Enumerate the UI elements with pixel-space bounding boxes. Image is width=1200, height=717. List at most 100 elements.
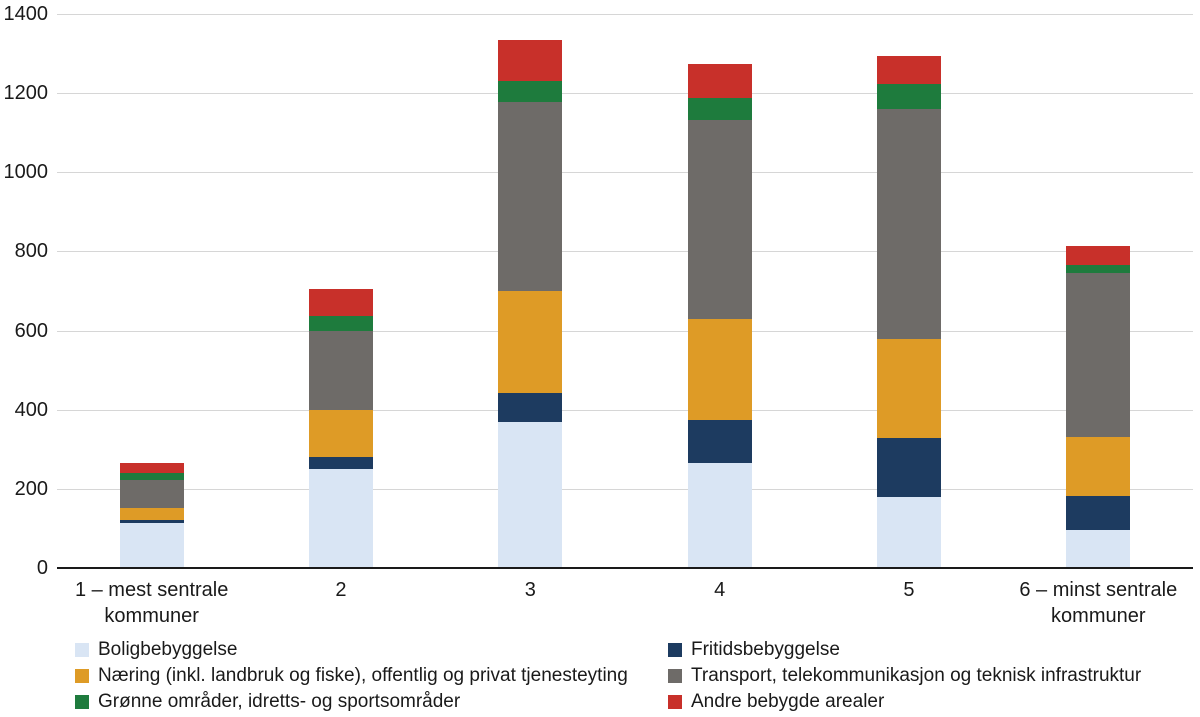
bar-segment [119, 472, 184, 480]
legend-label: Andre bebygde arealer [691, 691, 885, 712]
bar-segment [687, 120, 752, 319]
legend-label: Transport, telekommunikasjon og teknisk … [691, 665, 1142, 686]
bar-segment [1066, 530, 1131, 568]
legend-label: Fritidsbebyggelse [691, 639, 840, 660]
legend-item: Næring (inkl. landbruk og fiske), offent… [75, 663, 628, 689]
x-tick-label: 3 [436, 577, 625, 629]
bars-container [57, 14, 1193, 568]
bar-segment [498, 39, 563, 81]
bar-segment [498, 102, 563, 292]
gridline [57, 14, 1193, 15]
y-axis: 0 200 400 600 800 1000 1200 1400 [0, 4, 49, 578]
bar-segment [876, 496, 941, 568]
bar-slot [57, 14, 246, 568]
y-tick-label: 800 [14, 240, 48, 263]
bar-segment [876, 84, 941, 109]
bar-segment [876, 438, 941, 497]
legend-item: Boligbebyggelse [75, 637, 628, 663]
legend-item: Andre bebygde arealer [668, 689, 1141, 715]
x-tick-label: 5 [814, 577, 1003, 629]
bar-segment [308, 315, 373, 331]
x-axis-line [57, 567, 1193, 569]
bar-2 [308, 289, 373, 568]
x-tick-label: 4 [625, 577, 814, 629]
bar-slot [1004, 14, 1193, 568]
legend-swatch [75, 669, 89, 683]
bar-segment [687, 463, 752, 568]
y-tick-label: 0 [36, 557, 48, 579]
bar-3 [498, 39, 563, 568]
legend-swatch [668, 643, 682, 657]
x-tick-label-text: 6 – minst sentrale kommuner [1019, 579, 1178, 627]
x-tick-label-text: 4 [714, 579, 726, 601]
gridline [57, 409, 1193, 411]
gridline [57, 251, 1193, 253]
bar-segment [1066, 437, 1131, 496]
gridline [57, 93, 1193, 95]
bar-segment [308, 457, 373, 470]
x-tick-label-text: 5 [903, 579, 915, 601]
bar-segment [876, 339, 941, 439]
bar-6 [1066, 246, 1131, 568]
x-tick-label: 2 [246, 577, 435, 629]
legend-swatch [75, 695, 89, 709]
legend-item: Transport, telekommunikasjon og teknisk … [668, 663, 1141, 689]
x-axis: 1 – mest sentrale kommuner 2 3 4 5 6 – minst … [57, 577, 1193, 629]
bar-segment [119, 479, 184, 509]
bar-segment [687, 419, 752, 464]
bar-segment [1066, 265, 1131, 274]
y-tick-label: 1000 [3, 161, 49, 184]
x-tick-label-text: 1 – mest sentrale kommuner [74, 579, 229, 627]
legend: Boligbebyggelse Næring (inkl. landbruk og… [75, 637, 1185, 717]
bar-segment [119, 508, 184, 521]
bar-slot [625, 14, 814, 568]
y-tick-label: 200 [14, 477, 48, 500]
bar-segment [687, 318, 752, 420]
legend-label: Næring (inkl. landbruk og fiske), offent… [98, 665, 628, 686]
y-tick-label: 1400 [3, 3, 49, 25]
bar-segment [498, 392, 563, 422]
bar-segment [308, 469, 373, 568]
legend-item: Fritidsbebyggelse [668, 637, 1141, 663]
x-tick-label: 6 – minst sentrale kommuner [1004, 577, 1193, 629]
legend-label: Grønne områder, idretts- og sportsområde… [98, 691, 461, 712]
legend-item: Grønne områder, idretts- og sportsområde… [75, 689, 628, 715]
y-tick-label: 600 [14, 319, 48, 342]
bar-segment [687, 98, 752, 121]
bar-segment [1066, 273, 1131, 438]
gridline [57, 172, 1193, 174]
legend-column: Fritidsbebyggelse Transport, telekommunik… [668, 637, 1141, 715]
plot-area [57, 14, 1193, 569]
legend-swatch [75, 643, 89, 657]
legend-swatch [668, 669, 682, 683]
y-tick-label: 1200 [3, 82, 49, 105]
y-tick-label: 400 [14, 398, 48, 421]
bar-segment [1066, 246, 1131, 266]
x-tick-label-text: 2 [335, 579, 347, 601]
bar-segment [876, 109, 941, 340]
bar-segment [119, 463, 184, 473]
bar-slot [246, 14, 435, 568]
bar-1 [119, 463, 184, 568]
bar-5 [876, 55, 941, 568]
gridline [57, 330, 1193, 332]
bar-segment [876, 55, 941, 85]
bar-segment [498, 421, 563, 568]
bar-slot [436, 14, 625, 568]
legend-label: Boligbebyggelse [98, 639, 238, 660]
bar-segment [498, 80, 563, 103]
bar-segment [119, 523, 184, 568]
bar-slot [814, 14, 1003, 568]
bar-4 [687, 63, 752, 568]
bar-segment [308, 409, 373, 458]
legend-swatch [668, 695, 682, 709]
bar-segment [308, 330, 373, 410]
bar-segment [308, 289, 373, 316]
legend-column: Boligbebyggelse Næring (inkl. landbruk og… [75, 637, 628, 715]
bar-segment [498, 291, 563, 393]
bar-segment [119, 520, 184, 524]
x-tick-label-text: 3 [524, 579, 536, 601]
x-tick-label: 1 – mest sentrale kommuner [57, 577, 246, 629]
bar-segment [687, 63, 752, 99]
